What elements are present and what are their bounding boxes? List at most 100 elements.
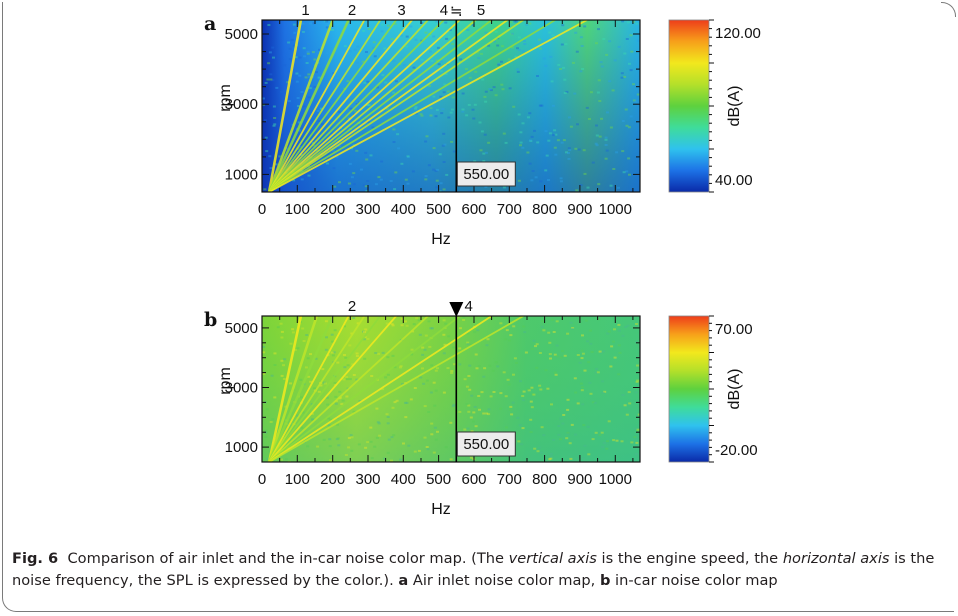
heatmap-speckle	[513, 357, 517, 360]
heatmap-speckle	[524, 351, 528, 354]
heatmap-speckle	[508, 339, 511, 342]
heatmap-speckle	[362, 330, 365, 333]
heatmap-speckle	[485, 20, 489, 23]
heatmap-speckle	[519, 380, 522, 383]
heatmap-speckle	[569, 321, 573, 324]
heatmap-speckle	[458, 327, 462, 330]
order-ridge	[267, 20, 334, 192]
heatmap-speckle	[505, 426, 508, 429]
heatmap-speckle	[316, 110, 320, 112]
heatmap-speckle	[332, 167, 336, 170]
heatmap-speckle	[470, 430, 474, 433]
x-tick-label: 600	[461, 201, 486, 218]
heatmap-speckle	[532, 393, 536, 396]
heatmap-speckle	[561, 422, 565, 425]
heatmap-speckle	[589, 342, 593, 345]
heatmap-speckle	[269, 167, 273, 170]
heatmap-speckle	[365, 158, 369, 161]
heatmap-speckle	[409, 398, 413, 401]
heatmap-speckle	[433, 404, 437, 407]
heatmap-speckle	[438, 153, 442, 156]
heatmap-speckle	[468, 190, 471, 192]
x-tick-label: 900	[567, 201, 592, 218]
order-ridge	[268, 20, 445, 192]
heatmap-speckle	[383, 47, 387, 50]
heatmap-speckle	[608, 40, 612, 43]
heatmap-speckle	[506, 378, 510, 381]
heatmap-speckle	[302, 47, 306, 50]
heatmap-speckle	[423, 348, 427, 351]
heatmap-speckle	[386, 416, 390, 418]
heatmap-speckle	[576, 354, 580, 356]
heatmap-speckle	[566, 408, 570, 411]
heatmap-speckle	[430, 422, 434, 425]
heatmap-speckle	[550, 80, 554, 83]
heatmap-speckle	[557, 425, 561, 427]
heatmap-speckle	[355, 149, 359, 152]
heatmap-speckle	[424, 31, 428, 34]
heatmap-speckle	[355, 61, 359, 64]
heatmap-speckle	[467, 404, 471, 407]
heatmap-speckle	[367, 104, 371, 106]
heatmap-speckle	[566, 332, 570, 335]
heatmap-speckle	[530, 135, 534, 138]
heatmap-speckle	[505, 329, 509, 332]
heatmap-speckle	[424, 140, 428, 143]
heatmap-speckle	[301, 30, 305, 33]
heatmap-speckle	[309, 22, 312, 25]
heatmap-speckle	[309, 380, 313, 383]
heatmap-speckle	[439, 60, 443, 63]
heatmap-speckle	[605, 53, 609, 56]
heatmap-speckle	[291, 328, 295, 331]
heatmap-speckle	[540, 104, 544, 107]
heatmap-speckle	[622, 171, 626, 174]
heatmap-speckle	[333, 382, 337, 385]
heatmap-speckle	[269, 78, 273, 81]
heatmap-speckle	[412, 68, 416, 71]
heatmap-speckle	[415, 317, 419, 320]
heatmap-speckle	[559, 68, 562, 70]
heatmap-speckle	[516, 70, 520, 73]
heatmap-speckle	[301, 411, 305, 414]
heatmap-speckle	[519, 144, 522, 147]
heatmap-speckle	[567, 157, 571, 160]
heatmap-speckle	[516, 68, 519, 71]
heatmap-speckle	[538, 38, 542, 41]
heatmap-speckle	[438, 190, 442, 192]
heatmap-speckle	[467, 410, 471, 413]
heatmap-speckle	[394, 171, 398, 174]
heatmap-speckle	[597, 183, 601, 186]
heatmap-speckle	[390, 323, 394, 326]
heatmap-speckle	[497, 63, 501, 66]
heatmap-speckle	[421, 346, 425, 349]
heatmap-speckle	[292, 23, 296, 26]
heatmap-speckle	[360, 168, 363, 171]
heatmap-speckle	[598, 100, 602, 102]
heatmap-speckle	[352, 317, 356, 319]
heatmap-speckle	[627, 126, 631, 129]
heatmap-speckle	[430, 364, 434, 367]
heatmap-speckle	[521, 122, 525, 125]
heatmap-speckle	[442, 391, 446, 394]
heatmap-speckle	[446, 367, 450, 370]
cursor-readout: 550.00	[463, 436, 509, 453]
heatmap-speckle	[349, 70, 353, 73]
heatmap-speckle	[530, 406, 534, 409]
heatmap-speckle	[366, 441, 370, 444]
caption-text-2: is the engine speed, the	[596, 550, 783, 567]
heatmap-speckle	[580, 349, 584, 352]
heatmap-speckle	[435, 108, 439, 111]
heatmap-speckle	[307, 174, 311, 177]
heatmap-speckle	[627, 391, 631, 394]
heatmap-speckle	[292, 179, 296, 182]
heatmap-speckle	[553, 353, 557, 356]
heatmap-speckle	[400, 162, 404, 165]
heatmap-speckle	[621, 120, 625, 122]
heatmap-speckle	[442, 132, 446, 135]
heatmap-speckle	[289, 342, 293, 345]
heatmap-speckle	[443, 83, 447, 86]
heatmap-speckle	[535, 343, 539, 346]
heatmap-speckle	[535, 366, 539, 369]
heatmap-speckle	[629, 115, 633, 118]
heatmap-speckle	[604, 157, 608, 160]
